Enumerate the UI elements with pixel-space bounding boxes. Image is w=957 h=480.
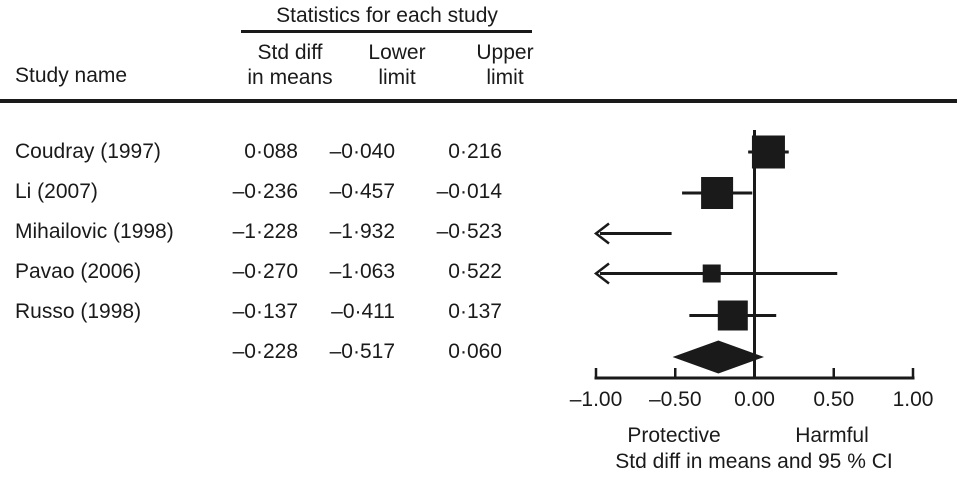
column-header-line: Lower: [368, 41, 426, 64]
column-header-line: in means: [247, 66, 333, 89]
axis-tick-label: 0.00: [734, 388, 775, 411]
study-weight-square: [701, 177, 734, 209]
table-row: Pavao (2006) –0·270 –1·063 0·522: [0, 260, 560, 284]
ci-clip-arrow-left-icon: [593, 262, 610, 285]
overall-diamond: [672, 340, 765, 374]
est-value: –0·236: [232, 179, 298, 203]
axis-caption: Std diff in means and 95 % CI: [615, 450, 893, 473]
est-value: –0·137: [232, 300, 298, 323]
study-weight-square: [751, 135, 785, 169]
lower-value: –0·411: [331, 300, 395, 323]
column-header-line: limit: [378, 66, 416, 89]
table-row: –0·228 –0·517 0·060: [0, 340, 560, 364]
upper-value: –0·523: [436, 219, 502, 243]
header-rule: [0, 99, 957, 103]
upper-value: 0·060: [448, 340, 502, 363]
axis-tick-label: –1.00: [569, 388, 623, 411]
axis-tick-label: 1.00: [892, 388, 934, 411]
stats-group-title: Statistics for each study: [276, 4, 498, 27]
table-row: Russo (1998) –0·137 –0·411 0·137: [0, 300, 560, 324]
table-row: Li (2007) –0·236 –0·457 –0·014: [0, 180, 560, 204]
axis-label-harmful: Harmful: [795, 424, 869, 447]
column-header-study-name: Study name: [15, 64, 128, 87]
axis-tick-label: 0.50: [813, 388, 855, 411]
lower-value: –0·040: [329, 139, 395, 163]
study-name: Pavao (2006): [15, 260, 142, 283]
column-header-upper-limit: Upper limit: [445, 40, 565, 90]
ci-clip-arrow-left-icon: [593, 222, 610, 245]
est-value: –0·228: [232, 340, 298, 363]
column-header-line: Upper: [476, 41, 534, 64]
study-weight-square: [702, 264, 721, 283]
upper-value: 0·216: [448, 139, 502, 163]
lower-value: –1·063: [329, 260, 395, 283]
est-value: –0·270: [232, 260, 298, 283]
axis-tick-label: –0.50: [648, 388, 702, 411]
study-name: Mihailovic (1998): [15, 219, 174, 243]
column-header-lower-limit: Lower limit: [337, 40, 457, 90]
study-weight-square: [717, 300, 748, 331]
table-row: Coudray (1997) 0·088 –0·040 0·216: [0, 140, 560, 164]
est-value: 0·088: [244, 139, 298, 163]
study-name: Coudray (1997): [15, 139, 161, 163]
axis-label-protective: Protective: [627, 424, 721, 447]
lower-value: –0·457: [329, 179, 395, 203]
column-header-std-diff: Std diff in means: [220, 40, 360, 90]
upper-value: 0·522: [448, 260, 502, 283]
upper-value: –0·014: [436, 179, 502, 203]
upper-value: 0·137: [448, 300, 502, 323]
lower-value: –1·932: [329, 219, 395, 243]
lower-value: –0·517: [329, 340, 395, 363]
column-header-line: limit: [486, 66, 524, 89]
table-row: Mihailovic (1998) –1·228 –1·932 –0·523: [0, 220, 560, 244]
study-name: Li (2007): [15, 179, 98, 203]
study-name: Russo (1998): [15, 300, 142, 323]
est-value: –1·228: [232, 219, 298, 243]
column-header-line: Std diff: [257, 41, 323, 64]
stats-group-underline: [241, 30, 532, 33]
